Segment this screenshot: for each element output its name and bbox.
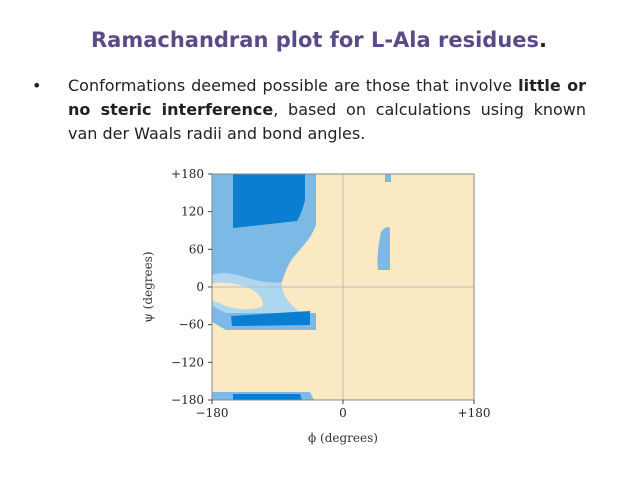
bullet-text-line1: Conformations deemed possible are those … — [68, 76, 513, 95]
y-tick-labels: +180 120 60 0 −60 −120 −180 — [171, 167, 204, 407]
y-tick-label: 0 — [196, 280, 204, 294]
y-axis-label: ψ (degrees) — [141, 251, 155, 322]
tick-marks — [208, 173, 475, 404]
bullet-text-bold: little or no steric interference — [68, 76, 587, 119]
core-region-alpha — [231, 311, 310, 326]
y-tick-label: −60 — [179, 318, 204, 332]
slide-title-period: . — [539, 28, 547, 52]
y-tick-label: 60 — [189, 242, 204, 256]
y-tick-label: −180 — [171, 393, 204, 407]
slide-title-text: Ramachandran plot for L-Ala residues — [90, 28, 540, 52]
x-tick-labels: −180 0 +180 — [196, 406, 491, 420]
bullet-text: Conformations deemed possible are those … — [68, 74, 586, 146]
core-region-bottom — [233, 394, 302, 400]
x-tick-label: −180 — [196, 406, 229, 420]
allowed-region-left-handed-helix — [377, 227, 390, 270]
bullet-point: • Conformations deemed possible are thos… — [32, 74, 586, 146]
core-region-beta — [233, 174, 305, 228]
bullet-marker: • — [32, 76, 42, 95]
y-tick-label: +180 — [171, 167, 204, 181]
disallowed-bay-left — [212, 282, 263, 310]
bullet-text-line2: , based on calculations using — [273, 100, 524, 119]
x-tick-label: +180 — [458, 406, 491, 420]
y-tick-label: 120 — [181, 205, 204, 219]
allowed-region-top-right — [385, 174, 391, 182]
x-axis-label: ϕ (degrees) — [308, 431, 378, 445]
allowed-regions — [212, 174, 391, 400]
slide-title: Ramachandran plot for L-Ala residues. — [0, 28, 638, 52]
y-tick-label: −120 — [171, 355, 204, 369]
x-tick-label: 0 — [339, 406, 347, 420]
bullet-text-line3: known van der Waals radii and bond angle… — [68, 100, 587, 143]
